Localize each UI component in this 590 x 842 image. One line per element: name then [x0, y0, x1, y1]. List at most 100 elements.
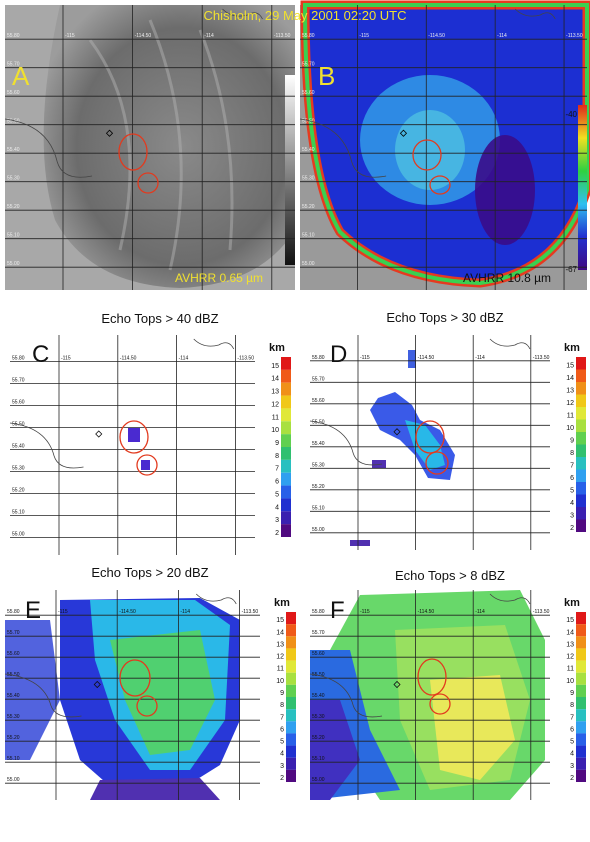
scale-swatch: [576, 457, 586, 470]
lat-label: 55.40: [312, 693, 325, 699]
lon-label: -114.50: [418, 355, 435, 361]
scale-label: 15: [566, 363, 574, 370]
scale-label: 3: [280, 763, 284, 770]
scale-label: 13: [276, 641, 284, 648]
scale-label: 5: [280, 739, 284, 746]
scale-label: 13: [271, 389, 279, 396]
scale-swatch: [281, 434, 291, 447]
scale-label: 6: [275, 479, 279, 486]
scale-swatch: [286, 648, 296, 661]
lat-label: 55.00: [7, 261, 20, 267]
lat-label: 55.00: [7, 777, 20, 783]
scale-label: 5: [275, 491, 279, 498]
scale-label: 8: [280, 702, 284, 709]
scale-swatch: [576, 745, 586, 758]
scale-swatch: [576, 684, 586, 697]
lat-label: 55.50: [302, 119, 315, 125]
storm-circle: [118, 133, 148, 171]
scale-swatch: [286, 624, 296, 637]
panel-letter: C: [32, 341, 49, 368]
scale-swatch: [286, 612, 296, 625]
panel-letter: B: [318, 61, 335, 91]
lon-label: -115: [360, 355, 370, 361]
storm-circle: [429, 693, 451, 715]
lon-label: -115: [61, 355, 71, 361]
scale-swatch: [281, 421, 291, 435]
panel-title: Echo Tops > 8 dBZ: [395, 568, 505, 583]
lat-label: 55.20: [7, 204, 20, 210]
coastline: [489, 593, 531, 605]
lon-label: -113.50: [533, 609, 550, 615]
scale-swatch: [576, 382, 586, 395]
lat-label: 55.80: [12, 355, 25, 361]
scale-label: 7: [570, 463, 574, 470]
scale-swatch: [576, 519, 586, 532]
lat-label: 55.10: [312, 505, 325, 511]
lat-label: 55.20: [312, 735, 325, 741]
lon-label: -115: [65, 33, 75, 39]
scale-unit: km: [564, 342, 580, 354]
coastline: [195, 593, 237, 605]
scale-label: 9: [275, 440, 279, 447]
lat-label: 55.20: [302, 204, 315, 210]
scale-label: 7: [280, 714, 284, 721]
scale-swatch: [576, 660, 586, 673]
scale-swatch: [281, 408, 291, 422]
lon-label: -114.50: [120, 355, 137, 361]
scale-swatch: [576, 407, 586, 420]
scale-swatch: [281, 498, 291, 512]
lat-label: 55.40: [312, 441, 325, 447]
scale-swatch: [286, 733, 296, 746]
scale-label: 5: [570, 488, 574, 495]
lon-label: -115: [359, 33, 369, 39]
lat-label: 55.60: [312, 398, 325, 404]
storm-circle: [119, 659, 151, 697]
scale-label: 4: [280, 751, 284, 758]
panel-caption: AVHRR 0.65 µm: [175, 271, 263, 285]
lat-label: 55.30: [7, 176, 20, 182]
panel-letter: E: [25, 597, 41, 624]
scale-swatch: [286, 769, 296, 782]
lon-label: -114: [180, 609, 190, 615]
lon-label: -113.50: [237, 355, 254, 361]
lat-label: 55.20: [7, 735, 20, 741]
lat-label: 55.70: [12, 377, 25, 383]
scale-label: 5: [570, 739, 574, 746]
scale-label: 15: [276, 617, 284, 624]
scale-swatch: [576, 648, 586, 661]
scale-label: 12: [566, 654, 574, 661]
scale-swatch: [576, 624, 586, 637]
scale-label: -67: [565, 265, 577, 274]
coastline: [309, 420, 383, 466]
scale-swatch: [576, 369, 586, 382]
coastline: [299, 118, 387, 178]
panel-b: 55.80 55.70 55.60 55.50 55.40 55.30 55.20 55.10…: [299, 5, 587, 290]
lat-label: 55.40: [302, 147, 315, 153]
lon-label: -114.50: [428, 33, 445, 39]
panel-caption: AVHRR 10.8 µm: [463, 271, 551, 285]
coastline: [4, 673, 82, 718]
scale-label: 10: [566, 425, 574, 432]
lon-label: -113.50: [533, 355, 550, 361]
scale-label: 10: [566, 678, 574, 685]
lat-label: 55.00: [302, 261, 315, 267]
scale-label: 14: [566, 629, 574, 636]
scale-swatch: [576, 432, 586, 445]
lat-label: 55.40: [7, 147, 20, 153]
storm-circle: [415, 420, 445, 454]
scale-label: 4: [570, 751, 574, 758]
scale-label: 2: [570, 775, 574, 782]
lon-label: -114.50: [135, 33, 152, 39]
lat-label: 55.60: [7, 651, 20, 657]
scale-swatch: [576, 394, 586, 407]
lon-label: -113.50: [566, 33, 583, 39]
scale-swatch: [576, 507, 586, 520]
lat-label: 55.40: [12, 443, 25, 449]
lat-label: 55.80: [7, 33, 20, 39]
lon-label: -114.50: [418, 609, 435, 615]
scale-label: 8: [570, 450, 574, 457]
coastline: [514, 8, 556, 20]
scale-swatch: [281, 395, 291, 409]
scale-swatch: [576, 757, 586, 770]
